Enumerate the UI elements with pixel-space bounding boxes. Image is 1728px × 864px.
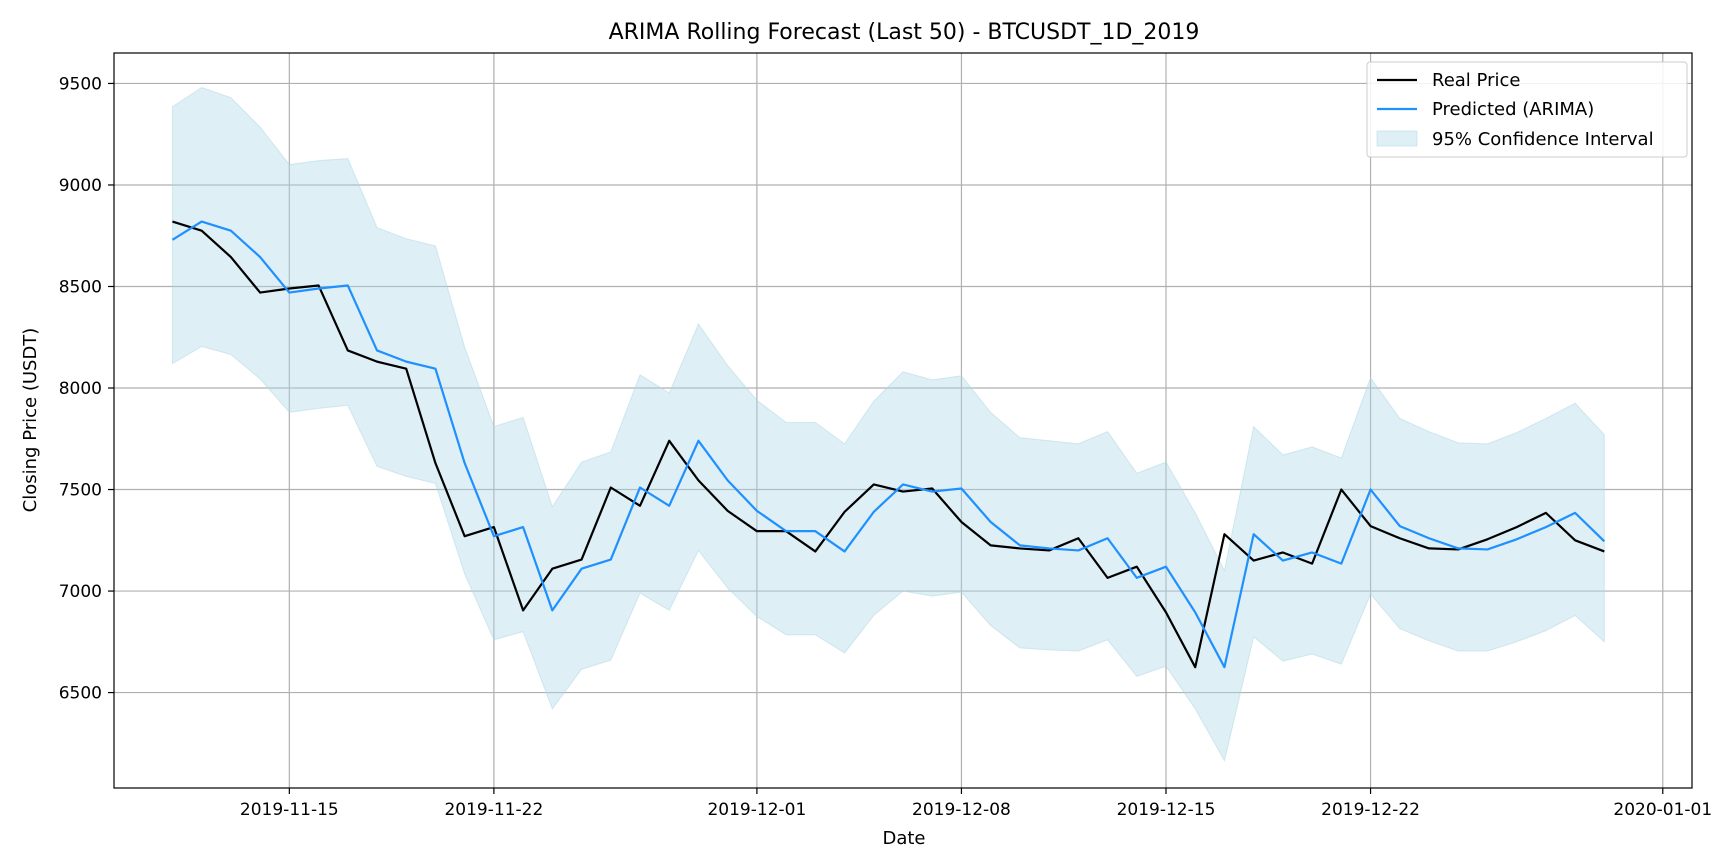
axis-ticks: 2019-11-15 2019-11-22 2019-12-01 2019-12-08… [59, 74, 1712, 820]
x-tick-label: 2019-12-08 [912, 800, 1011, 820]
x-axis-label: Date [882, 828, 925, 849]
y-tick-label: 7000 [59, 582, 102, 602]
y-tick-label: 8000 [59, 379, 102, 399]
x-tick-label: 2019-11-15 [240, 800, 339, 820]
plot-frame [113, 52, 1693, 789]
y-tick-label: 7500 [59, 481, 102, 501]
y-tick-label: 8500 [59, 277, 102, 297]
x-tick-label: 2019-12-15 [1117, 800, 1216, 820]
y-tick-label: 6500 [59, 684, 102, 704]
legend-swatch-confidence-interval [1376, 130, 1418, 147]
legend-box [1366, 61, 1688, 158]
x-tick-label: 2019-12-22 [1321, 800, 1420, 820]
x-tick-label: 2019-11-22 [444, 800, 543, 820]
x-tick-label: 2019-12-01 [707, 800, 806, 820]
legend-label-predicted: Predicted (ARIMA) [1432, 99, 1594, 120]
real-price-line [172, 220, 1605, 669]
grid [114, 53, 1692, 788]
legend: Real Price Predicted (ARIMA) 95% Confide… [1366, 61, 1688, 158]
legend-label-real-price: Real Price [1432, 70, 1520, 91]
y-tick-label: 9500 [59, 74, 102, 94]
confidence-interval-band [171, 86, 1605, 762]
legend-label-confidence-interval: 95% Confidence Interval [1432, 129, 1654, 150]
x-tick-label: 2020-01-01 [1613, 800, 1712, 820]
chart-title: ARIMA Rolling Forecast (Last 50) - BTCUS… [609, 20, 1200, 45]
y-axis-label: Closing Price (USDT) [20, 328, 41, 513]
y-tick-label: 9000 [59, 176, 102, 196]
confidence-interval-area [171, 86, 1605, 762]
series-lines [171, 220, 1606, 669]
predicted-arima-line [171, 220, 1606, 669]
